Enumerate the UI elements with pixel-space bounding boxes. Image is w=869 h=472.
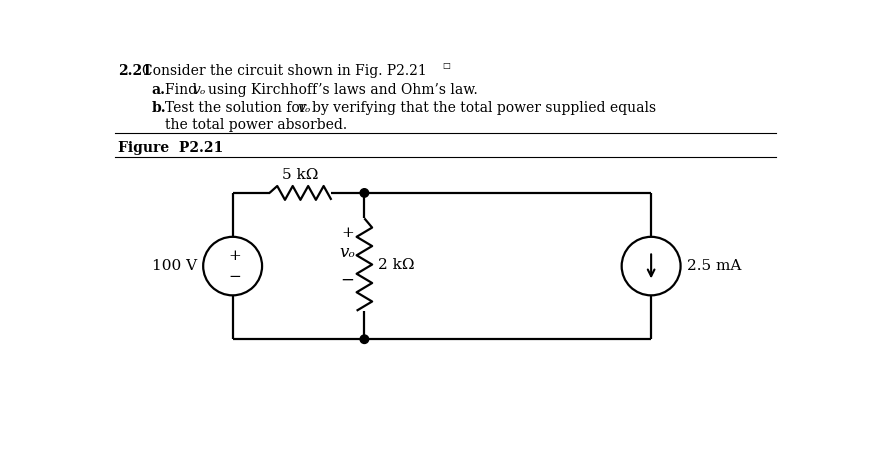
Text: Consider the circuit shown in Fig. P2.21: Consider the circuit shown in Fig. P2.21 xyxy=(142,64,427,78)
Circle shape xyxy=(360,335,368,344)
Text: vₒ: vₒ xyxy=(340,244,355,261)
Text: −: − xyxy=(341,271,355,288)
Text: using Kirchhoff’s laws and Ohm’s law.: using Kirchhoff’s laws and Ohm’s law. xyxy=(208,83,478,97)
Text: 5 kΩ: 5 kΩ xyxy=(282,168,319,182)
Text: 100 V: 100 V xyxy=(152,259,197,273)
Text: Test the solution for: Test the solution for xyxy=(165,101,311,115)
Text: −: − xyxy=(229,270,242,284)
Text: the total power absorbed.: the total power absorbed. xyxy=(165,118,348,132)
Text: by verifying that the total power supplied equals: by verifying that the total power suppli… xyxy=(312,101,656,115)
Text: Find: Find xyxy=(165,83,202,97)
Text: a.: a. xyxy=(151,83,165,97)
Text: 2.21: 2.21 xyxy=(118,64,152,78)
Text: 2 kΩ: 2 kΩ xyxy=(378,258,415,271)
Text: +: + xyxy=(341,226,354,240)
Text: +: + xyxy=(229,249,242,263)
Text: 2.5 mA: 2.5 mA xyxy=(687,259,741,273)
Text: vₒ: vₒ xyxy=(192,83,206,97)
Text: vₒ: vₒ xyxy=(298,101,311,115)
Text: Figure  P2.21: Figure P2.21 xyxy=(118,141,223,155)
Circle shape xyxy=(360,189,368,197)
Text: b.: b. xyxy=(151,101,166,115)
Circle shape xyxy=(203,237,262,295)
Circle shape xyxy=(621,237,680,295)
Text: □: □ xyxy=(441,62,450,70)
